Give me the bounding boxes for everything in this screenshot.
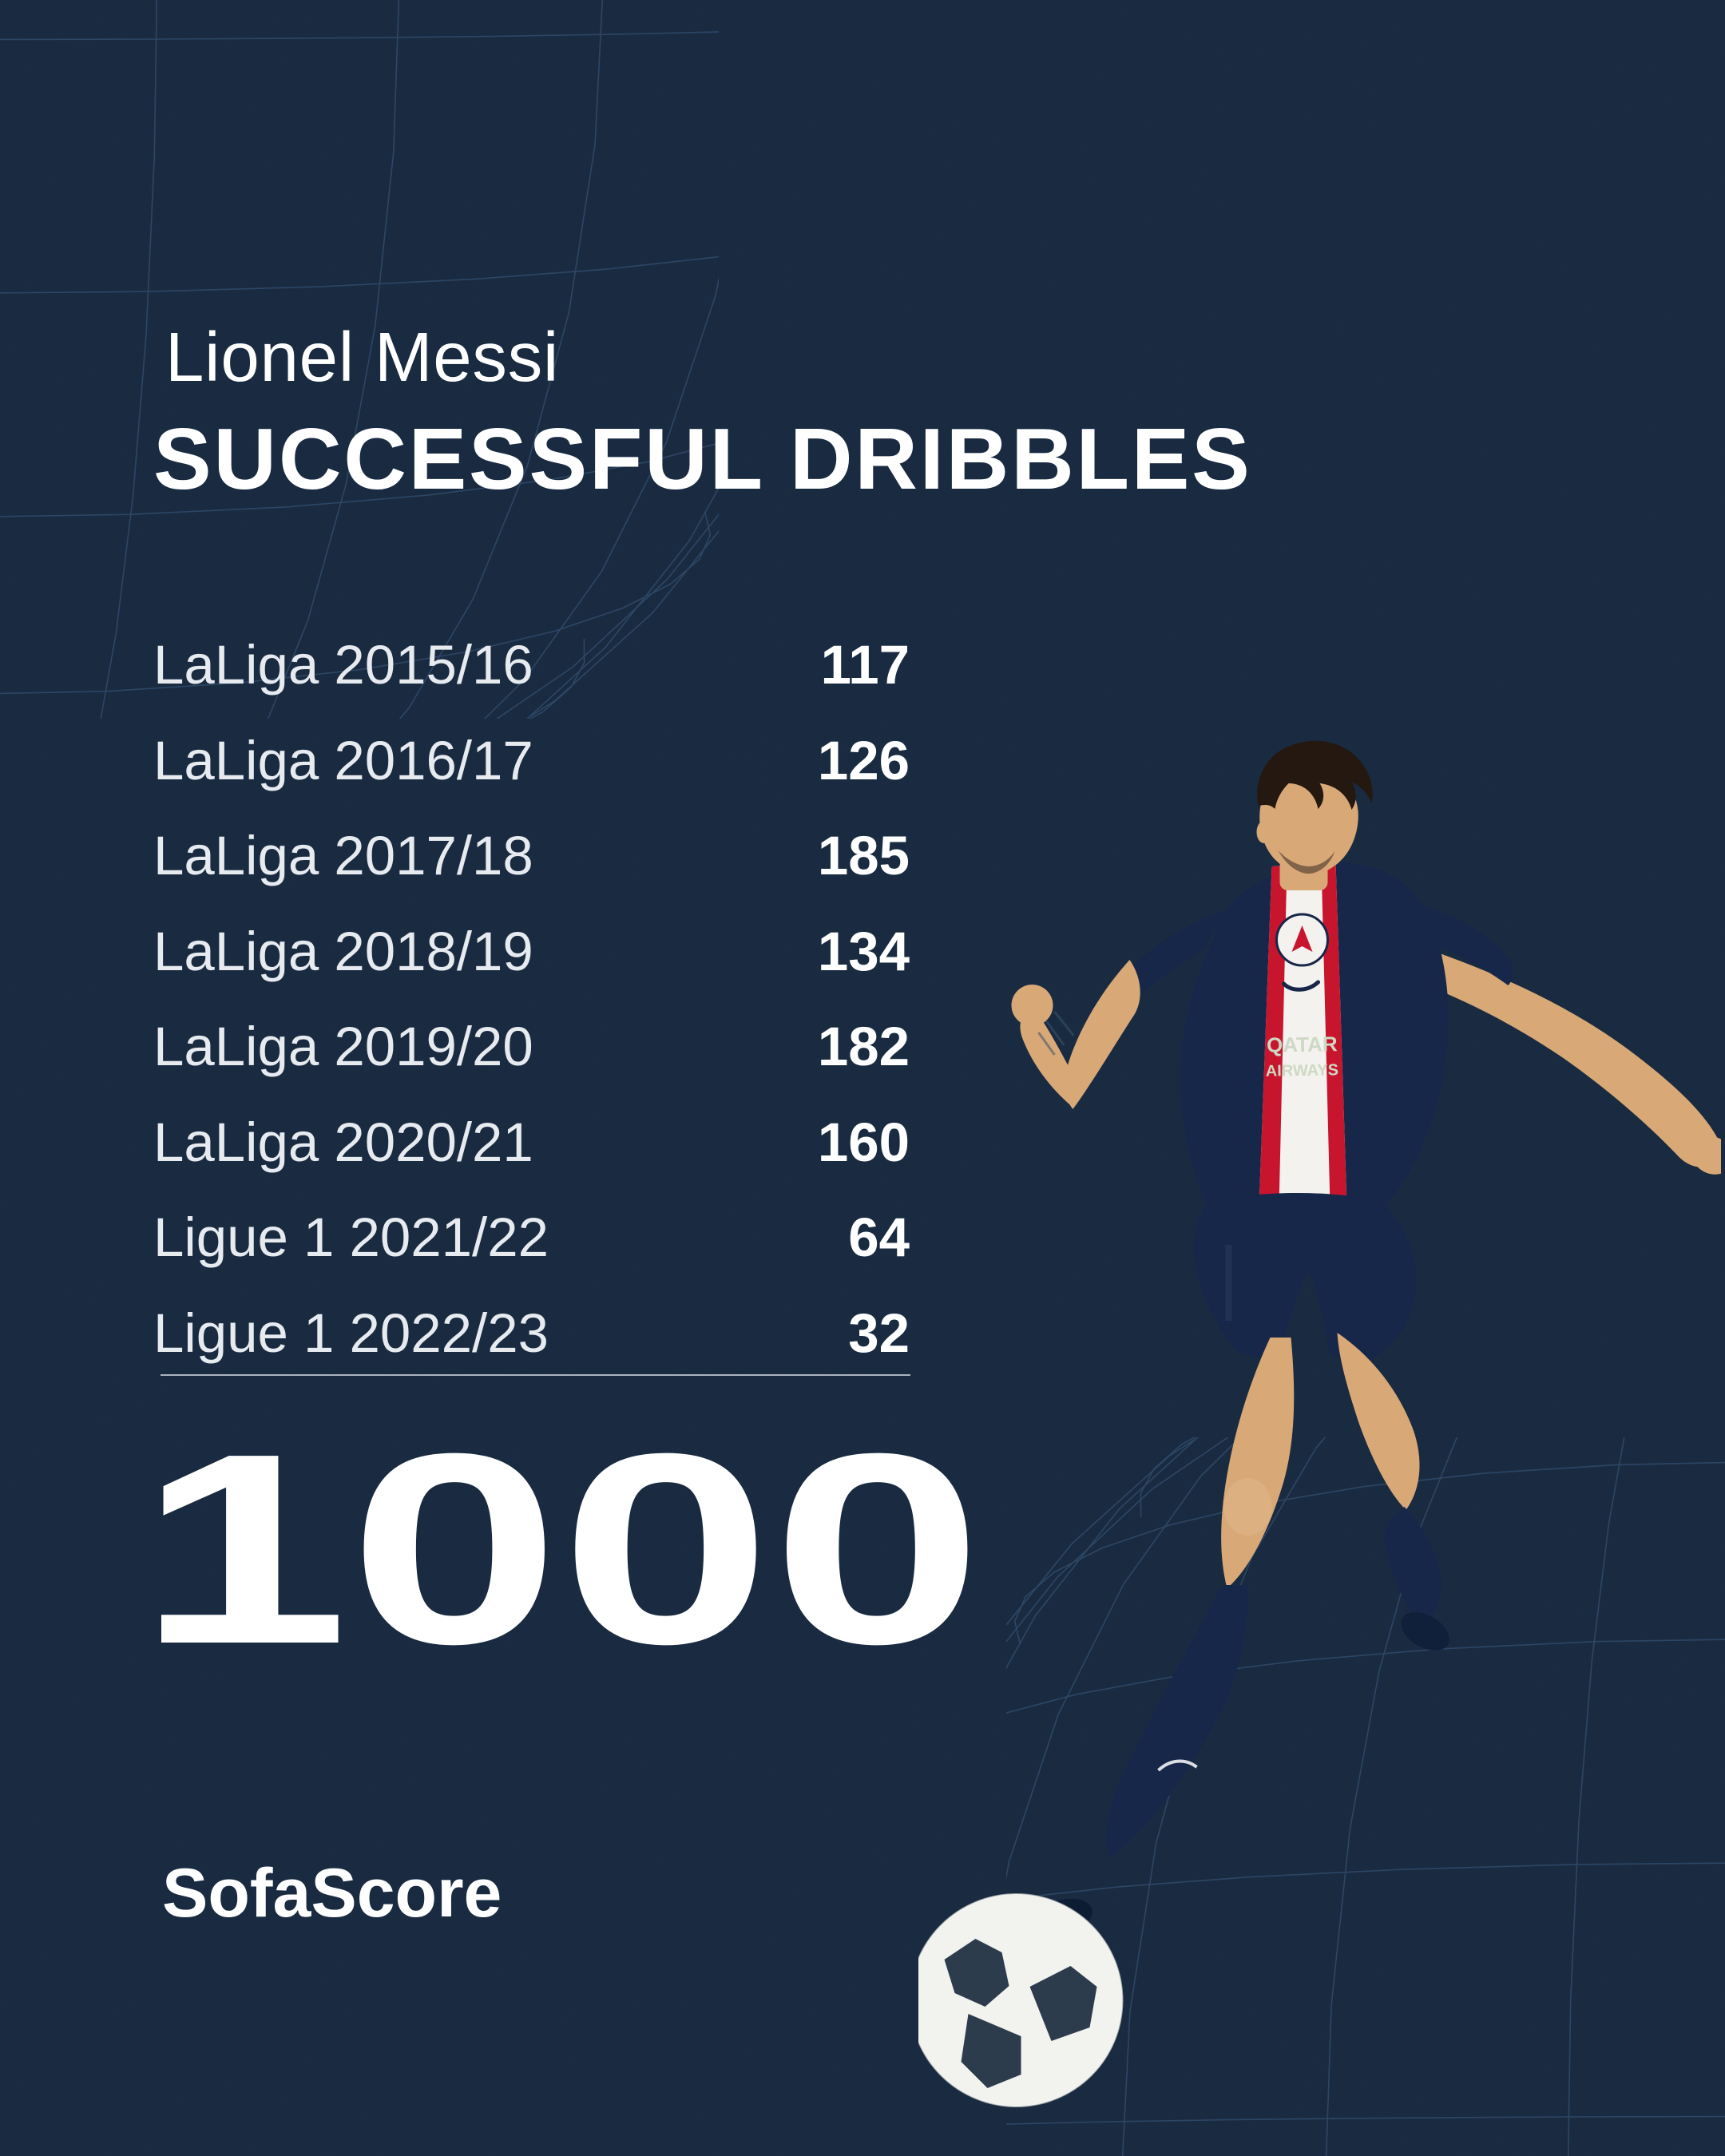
svg-text:QATAR: QATAR bbox=[1267, 1032, 1338, 1057]
svg-text:AIRWAYS: AIRWAYS bbox=[1266, 1061, 1339, 1080]
